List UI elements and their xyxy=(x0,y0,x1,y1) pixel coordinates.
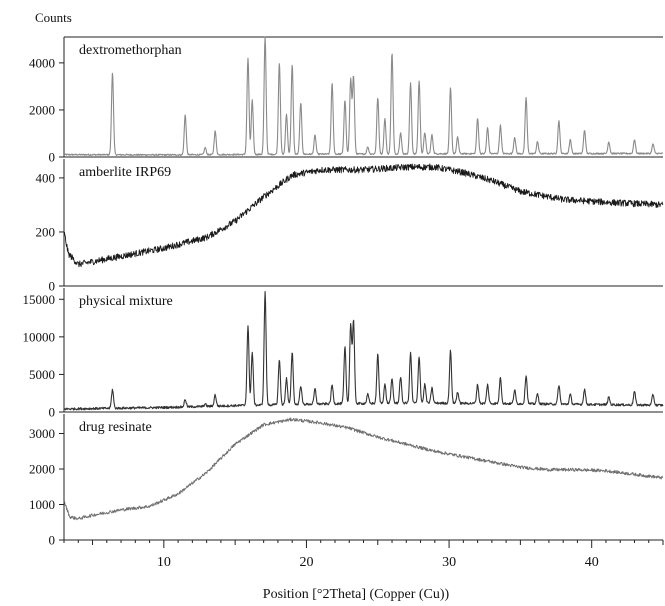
x-axis-label: Position [°2Theta] (Copper (Cu)) xyxy=(263,587,450,602)
x-tick-label: 40 xyxy=(585,555,599,570)
y-tick-label: 15000 xyxy=(23,292,56,307)
y-tick-label: 0 xyxy=(49,405,56,420)
y-tick-label: 5000 xyxy=(29,367,55,382)
y-tick-label: 1000 xyxy=(29,497,55,512)
y-tick-label: 0 xyxy=(49,279,56,294)
series-label: drug resinate xyxy=(79,420,152,435)
x-tick-label: 10 xyxy=(157,555,171,570)
y-tick-label: 400 xyxy=(36,170,56,185)
y-tick-label: 10000 xyxy=(23,329,56,344)
series-label: dextromethorphan xyxy=(79,43,182,58)
x-axis: 10 20 30 40 xyxy=(63,540,664,570)
panel-0: 0 2000 4000 dextromethorphan xyxy=(29,36,664,165)
panel-2: 0 5000 10000 15000 physical mixture xyxy=(23,288,664,420)
y-tick-label: 4000 xyxy=(29,55,55,70)
series-line xyxy=(63,291,664,411)
panels-layer: 0 2000 4000 dextromethorphan 0 200 400 amberlit… xyxy=(23,36,664,548)
panel-1: 0 200 400 amberlite IRP69 xyxy=(36,159,664,294)
series-line xyxy=(63,163,664,268)
y-tick-label: 2000 xyxy=(29,462,55,477)
y-tick-label: 0 xyxy=(49,533,56,548)
y-axis-label: Counts xyxy=(35,10,72,25)
y-tick-label: 200 xyxy=(36,224,56,239)
series-line xyxy=(63,36,664,157)
y-tick-label: 3000 xyxy=(29,426,55,441)
series-label: physical mixture xyxy=(79,294,173,309)
panel-3: 0 1000 2000 3000 drug resinate xyxy=(29,414,664,548)
x-tick-label: 30 xyxy=(442,555,456,570)
x-tick-label: 20 xyxy=(299,555,313,570)
series-line xyxy=(63,417,664,521)
y-tick-label: 2000 xyxy=(29,102,55,117)
series-label: amberlite IRP69 xyxy=(79,165,171,180)
y-tick-label: 0 xyxy=(49,150,56,165)
